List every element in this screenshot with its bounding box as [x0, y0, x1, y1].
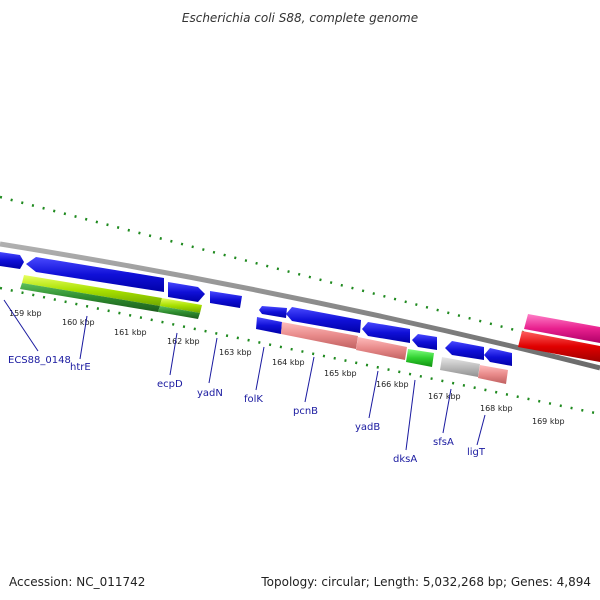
gene-feature[interactable] — [22, 275, 162, 306]
accession-text: Accession: NC_011742 — [9, 575, 145, 589]
gene-label-ecs88-0148[interactable]: ECS88_0148 — [8, 355, 71, 366]
gene-label-ligt[interactable]: ligT — [467, 447, 486, 458]
gene-feature[interactable] — [445, 341, 484, 360]
gene-label-yadb[interactable]: yadB — [355, 422, 380, 433]
sequence-backbone — [0, 241, 600, 371]
gene-feature[interactable] — [158, 306, 200, 319]
gene-feature[interactable] — [440, 357, 480, 377]
map-title: Escherichia coli S88, complete genome — [182, 11, 418, 25]
gene-label-pcnb[interactable]: pcnB — [293, 406, 318, 417]
gene-feature[interactable] — [281, 322, 358, 349]
gene-feature[interactable] — [20, 283, 160, 312]
gene-feature[interactable] — [168, 282, 205, 302]
genome-summary-text: Topology: circular; Length: 5,032,268 bp… — [260, 575, 591, 589]
gene-label-dksa[interactable]: dksA — [393, 454, 417, 465]
tick-label: 162 kbp — [167, 337, 200, 346]
tick-label: 160 kbp — [62, 318, 95, 327]
tick-label: 161 kbp — [114, 328, 147, 337]
outer-tick-track — [0, 195, 600, 354]
gene-label-yadn[interactable]: yadN — [197, 388, 223, 399]
scale-labels: 159 kbp 160 kbp 161 kbp 162 kbp 163 kbp … — [9, 309, 565, 426]
gene-label-sfsa[interactable]: sfsA — [433, 437, 454, 448]
tick-label: 159 kbp — [9, 309, 42, 318]
gene-feature[interactable] — [286, 307, 361, 333]
gene-feature[interactable] — [484, 348, 512, 366]
gene-feature[interactable] — [412, 334, 437, 350]
tick-label: 163 kbp — [219, 348, 252, 357]
gene-feature[interactable] — [518, 331, 600, 362]
gene-label-folk[interactable]: folK — [244, 394, 263, 405]
gene-label-htre[interactable]: htrE — [70, 362, 91, 373]
tick-label: 168 kbp — [480, 404, 513, 413]
gene-label-ecpd[interactable]: ecpD — [157, 379, 183, 390]
gene-feature[interactable] — [362, 322, 410, 343]
gene-feature[interactable] — [406, 349, 434, 367]
gene-feature[interactable] — [356, 337, 407, 360]
gene-feature[interactable] — [478, 365, 508, 384]
tick-label: 166 kbp — [376, 380, 409, 389]
gene-label-leaders — [3, 299, 486, 451]
gene-feature[interactable] — [259, 306, 287, 318]
tick-label: 165 kbp — [324, 369, 357, 378]
backbone-track — [0, 241, 600, 371]
inner-genes — [20, 275, 600, 384]
tick-label: 169 kbp — [532, 417, 565, 426]
tick-label: 167 kbp — [428, 392, 461, 401]
tick-label: 164 kbp — [272, 358, 305, 367]
gene-feature[interactable] — [0, 252, 24, 269]
gene-feature[interactable] — [524, 314, 600, 343]
gene-labels: ECS88_0148 htrE ecpD yadN folK pcnB yadB… — [8, 355, 486, 465]
gene-feature[interactable] — [210, 291, 242, 308]
gene-feature[interactable] — [26, 257, 164, 292]
gene-feature[interactable] — [256, 317, 282, 334]
outer-genes — [0, 252, 600, 343]
inner-tick-track — [0, 286, 600, 416]
gene-feature[interactable] — [160, 298, 202, 313]
